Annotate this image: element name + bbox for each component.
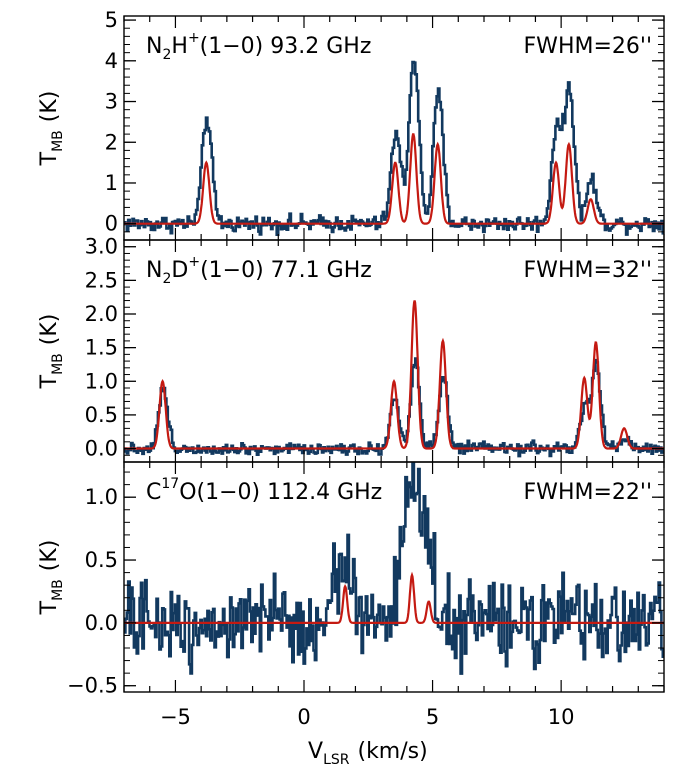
panel-middle: 0.0 0.5 1.0 1.5 2.0 2.5 3.0 N2D+(1−0) 77.1 GHz F… <box>37 235 665 463</box>
y-tick-label-top: 5 <box>105 8 118 32</box>
model-fit-bottom <box>124 571 664 624</box>
ylabel-main: T <box>37 151 62 166</box>
label-transition: (1−0) 93.2 GHz <box>200 34 372 59</box>
label-species: N <box>146 258 162 283</box>
xlabel-sub: LSR <box>323 752 350 766</box>
x-tick-label: −5 <box>160 705 191 729</box>
panel-label-bottom: C17O(1−0) 112.4 GHz <box>146 476 382 505</box>
y-tick-label-bottom: 0.0 <box>85 611 118 635</box>
panel-label-top: N2H+(1−0) 93.2 GHz <box>146 30 371 63</box>
y-axis-title-top: TMB (K) <box>37 91 66 167</box>
ylabel-sub: MB <box>50 579 66 601</box>
y-tick-label-top: 2 <box>105 130 118 154</box>
panel-bottom: −0.5 0.0 0.5 1.0 C17O(1−0) 112.4 GHz FWHM=22'… <box>37 461 665 698</box>
fwhm-label-top: FWHM=26'' <box>524 34 652 59</box>
ylabel-unit: (K) <box>37 540 62 572</box>
y-tick-label-bottom: −0.5 <box>67 674 118 698</box>
panel-frame-bottom <box>123 461 665 693</box>
ylabel-main: T <box>37 374 62 389</box>
model-fit-middle <box>124 300 664 450</box>
y-tick-label-top: 3 <box>105 90 118 114</box>
y-tick-label-top: 1 <box>105 171 118 195</box>
label-subscript: 2 <box>162 271 171 287</box>
ylabel-unit: (K) <box>37 314 62 346</box>
y-tick-label-top: 0 <box>105 212 118 236</box>
label-transition: O(1−0) 112.4 GHz <box>179 480 382 505</box>
model-fit-top <box>124 133 664 225</box>
fwhm-label-bottom: FWHM=22'' <box>524 480 652 505</box>
x-tick-label: 5 <box>426 705 439 729</box>
label-superscript: 17 <box>161 476 179 492</box>
y-tick-label-top: 4 <box>105 49 118 73</box>
svg-text:VLSR(km/s): VLSR (km/s) <box>308 739 428 766</box>
label-subscript: 2 <box>162 47 171 63</box>
xlabel-main: V <box>308 739 323 764</box>
label-species-mid: H <box>171 34 188 59</box>
panel-label-middle: N2D+(1−0) 77.1 GHz <box>146 254 372 287</box>
y-tick-label-middle: 1.0 <box>85 369 118 393</box>
label-species-mid: D <box>171 258 188 283</box>
y-tick-label-bottom: 0.5 <box>85 548 118 572</box>
xlabel-unit: (km/s) <box>357 739 427 764</box>
y-tick-label-middle: 2.0 <box>85 302 118 326</box>
ylabel-sub: MB <box>50 353 66 375</box>
label-superscript: + <box>188 254 200 270</box>
fwhm-label-middle: FWHM=32'' <box>524 258 652 283</box>
ylabel-unit: (K) <box>37 91 62 123</box>
y-tick-label-middle: 2.5 <box>85 268 118 292</box>
label-superscript: + <box>188 30 200 46</box>
ylabel-main: T <box>37 600 62 615</box>
label-transition: (1−0) 77.1 GHz <box>200 258 372 283</box>
y-tick-label-middle: 1.5 <box>85 336 118 360</box>
y-axis-title-middle: TMB (K) <box>37 314 66 390</box>
y-axis-title-bottom: TMB (K) <box>37 540 66 616</box>
x-tick-label: 10 <box>548 705 575 729</box>
label-species: N <box>146 34 162 59</box>
x-tick-label: 0 <box>297 705 310 729</box>
x-axis-title: VLSR (km/s) <box>308 739 428 766</box>
y-tick-label-middle: 0.5 <box>85 403 118 427</box>
y-tick-label-middle: 3.0 <box>85 235 118 259</box>
ylabel-sub: MB <box>50 130 66 152</box>
y-tick-label-middle: 0.0 <box>85 437 118 461</box>
observed-spectrum-top <box>124 60 664 236</box>
label-species: C <box>146 480 161 505</box>
y-tick-label-bottom: 1.0 <box>85 485 118 509</box>
